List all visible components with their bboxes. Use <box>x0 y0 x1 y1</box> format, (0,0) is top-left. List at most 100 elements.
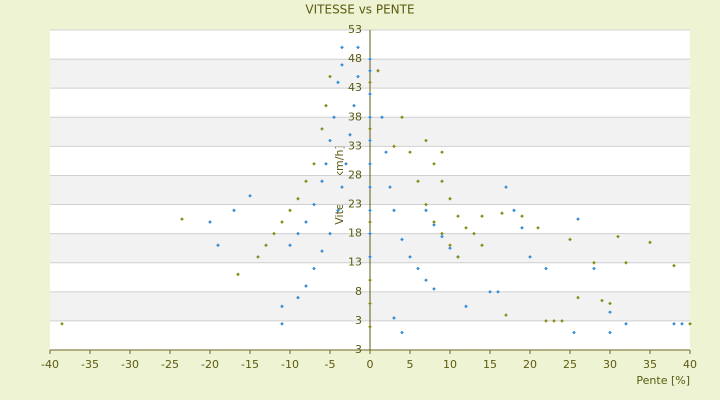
point <box>288 208 292 213</box>
point <box>424 138 428 143</box>
point <box>368 68 372 73</box>
point <box>672 321 676 326</box>
point <box>328 231 332 236</box>
x-tick-label: -25 <box>161 358 179 371</box>
point <box>432 161 436 166</box>
point <box>600 298 604 303</box>
x-tick-label: -10 <box>281 358 299 371</box>
point <box>368 278 372 283</box>
point <box>216 243 220 248</box>
point <box>496 289 500 294</box>
point <box>288 243 292 248</box>
point <box>572 330 576 335</box>
point <box>272 231 276 236</box>
point <box>456 255 460 259</box>
point <box>448 196 452 201</box>
point <box>368 185 372 189</box>
point <box>448 243 452 248</box>
point <box>180 217 184 221</box>
y-tick-label: 3 <box>355 314 362 327</box>
point <box>680 321 684 326</box>
x-axis-label: Pente [%] <box>636 374 690 387</box>
point <box>464 225 468 230</box>
point <box>336 208 340 213</box>
point <box>416 266 420 271</box>
point <box>368 231 372 236</box>
point <box>332 115 336 120</box>
point <box>592 260 596 265</box>
point <box>432 223 436 227</box>
point <box>472 231 476 236</box>
point <box>408 150 412 155</box>
point <box>592 266 596 271</box>
x-tick-label: -40 <box>41 358 59 371</box>
point <box>380 115 384 120</box>
point <box>368 115 372 120</box>
point <box>348 132 352 137</box>
point <box>236 272 240 277</box>
point <box>480 243 484 248</box>
point <box>368 80 372 85</box>
point <box>432 220 436 224</box>
point <box>440 150 444 155</box>
point <box>480 214 484 219</box>
point <box>312 161 316 166</box>
x-tick-label: 30 <box>603 358 617 371</box>
point <box>500 211 504 216</box>
point <box>384 150 388 155</box>
point <box>440 179 444 184</box>
point <box>340 185 344 189</box>
x-tick-label: 35 <box>643 358 657 371</box>
point <box>304 284 308 288</box>
x-tick-label: 5 <box>407 358 414 371</box>
point <box>368 220 372 224</box>
point <box>608 310 612 315</box>
point <box>296 196 300 201</box>
point <box>608 301 612 306</box>
x-tick-label: -30 <box>121 358 139 371</box>
y-tick-label: 43 <box>348 81 362 94</box>
point <box>520 225 524 230</box>
point <box>388 185 392 189</box>
x-tick-label: 0 <box>367 358 374 371</box>
point <box>544 319 548 323</box>
y-tick-label: 33 <box>348 139 362 152</box>
point <box>424 278 428 283</box>
point <box>312 266 316 271</box>
point <box>392 208 396 213</box>
point <box>336 80 340 85</box>
point <box>320 179 324 184</box>
point <box>368 138 372 143</box>
x-tick-label: 25 <box>563 358 577 371</box>
y-tick-label: 28 <box>348 168 362 181</box>
point <box>688 321 692 326</box>
point <box>576 295 580 300</box>
point <box>504 313 508 317</box>
point <box>392 316 396 320</box>
x-tick-label: -5 <box>325 358 336 371</box>
point <box>392 144 396 149</box>
point <box>400 115 404 120</box>
point <box>440 231 444 236</box>
point <box>448 246 452 251</box>
point <box>304 220 308 224</box>
y-tick-label: 38 <box>348 110 362 123</box>
y-tick-label: 23 <box>348 198 362 211</box>
point <box>536 225 540 230</box>
point <box>296 231 300 236</box>
x-tick-label: -15 <box>241 358 259 371</box>
point <box>248 193 252 198</box>
point <box>672 263 676 268</box>
y-tick-label: 13 <box>348 256 362 269</box>
point <box>408 255 412 259</box>
point <box>324 161 328 166</box>
x-tick-label: -20 <box>201 358 219 371</box>
point <box>280 220 284 224</box>
point <box>424 202 428 207</box>
point <box>400 237 404 242</box>
point <box>488 289 492 294</box>
point <box>552 319 556 323</box>
point <box>264 243 268 248</box>
point <box>256 255 260 259</box>
